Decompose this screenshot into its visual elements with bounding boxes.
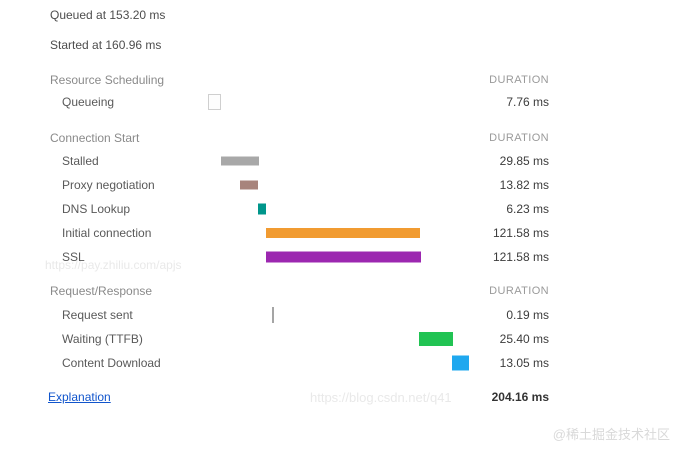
duration-value: 121.58 ms (492, 226, 549, 240)
timing-row-content-download: Content Download 13.05 ms (0, 351, 684, 375)
duration-value: 25.40 ms (499, 332, 549, 346)
timing-label: Proxy negotiation (62, 178, 155, 192)
timing-label: Content Download (62, 356, 161, 370)
timing-row-stalled: Stalled 29.85 ms (0, 149, 684, 173)
section-title: Connection Start (50, 131, 140, 145)
watermark-url-mid: https://pay.zhiliu.com/apjs (45, 258, 182, 272)
timing-row-ssl: SSL 121.58 ms (0, 245, 684, 269)
initial-connection-bar (266, 228, 420, 238)
watermark-url-bottom: https://blog.csdn.net/q41 (310, 390, 452, 405)
duration-value: 29.85 ms (499, 154, 549, 168)
section-title: Request/Response (50, 284, 153, 298)
request-sent-bar (272, 307, 274, 323)
proxy-negotiation-bar (240, 180, 258, 190)
footer-row: Explanation 204.16 ms (0, 385, 684, 409)
section-header-connection-start: Connection Start DURATION (0, 126, 684, 150)
queued-at-text: Queued at 153.20 ms (50, 8, 166, 22)
explanation-link[interactable]: Explanation (48, 390, 111, 404)
content-download-bar (452, 355, 469, 371)
total-duration-value: 204.16 ms (491, 390, 549, 404)
duration-value: 6.23 ms (506, 202, 549, 216)
queueing-bar (208, 94, 221, 110)
duration-column-header: DURATION (489, 132, 549, 144)
ssl-bar (266, 251, 421, 263)
section-header-request-response: Request/Response DURATION (0, 279, 684, 303)
duration-column-header: DURATION (489, 285, 549, 297)
queued-at-row: Queued at 153.20 ms (0, 3, 684, 27)
timing-label: Queueing (62, 95, 115, 109)
waiting-ttfb-bar (419, 332, 453, 346)
timing-row-initial-connection: Initial connection 121.58 ms (0, 221, 684, 245)
timing-label: SSL (62, 250, 85, 264)
section-header-resource-scheduling: Resource Scheduling DURATION (0, 68, 684, 92)
duration-column-header: DURATION (489, 74, 549, 86)
duration-value: 13.05 ms (499, 356, 549, 370)
dns-lookup-bar (258, 203, 266, 215)
duration-value: 121.58 ms (492, 250, 549, 264)
timing-label: DNS Lookup (62, 202, 131, 216)
started-at-row: Started at 160.96 ms (0, 33, 684, 57)
section-title: Resource Scheduling (50, 73, 165, 87)
timing-label: Waiting (TTFB) (62, 332, 143, 346)
duration-value: 7.76 ms (506, 95, 549, 109)
timing-label: Stalled (62, 154, 99, 168)
timing-row-dns-lookup: DNS Lookup 6.23 ms (0, 197, 684, 221)
duration-value: 0.19 ms (506, 308, 549, 322)
timing-label: Initial connection (62, 226, 152, 240)
duration-value: 13.82 ms (499, 178, 549, 192)
watermark-juejin-community: @稀土掘金技术社区 (552, 427, 670, 442)
timing-row-proxy-negotiation: Proxy negotiation 13.82 ms (0, 173, 684, 197)
timing-row-queueing: Queueing 7.76 ms (0, 90, 684, 114)
timing-row-waiting-ttfb: Waiting (TTFB) 25.40 ms (0, 327, 684, 351)
timing-label: Request sent (62, 308, 133, 322)
stalled-bar (221, 156, 259, 166)
started-at-text: Started at 160.96 ms (50, 38, 162, 52)
timing-row-request-sent: Request sent 0.19 ms (0, 303, 684, 327)
